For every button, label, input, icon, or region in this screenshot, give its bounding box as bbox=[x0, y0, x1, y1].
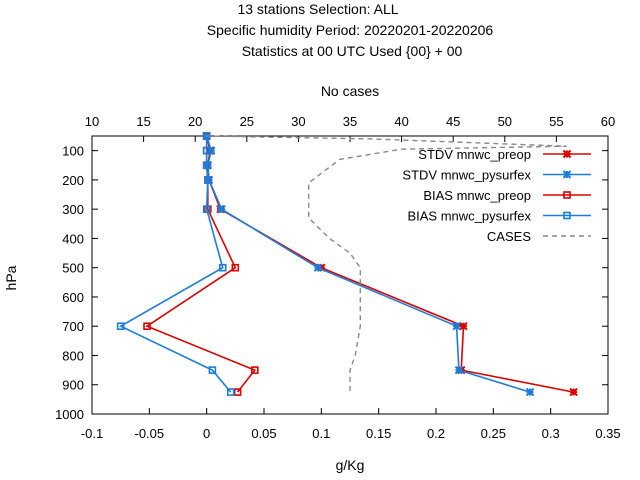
data-point bbox=[204, 176, 212, 184]
data-point bbox=[202, 161, 211, 170]
x-tick-label: 0.15 bbox=[366, 426, 391, 441]
x2-tick-label: 35 bbox=[343, 114, 357, 129]
y-tick-label: 1000 bbox=[55, 407, 84, 422]
legend-marker bbox=[562, 149, 572, 159]
data-point bbox=[143, 322, 151, 331]
y-tick-label: 900 bbox=[62, 378, 84, 393]
x2-tick-label: 50 bbox=[498, 114, 512, 129]
chart-title: 13 stations Selection: ALL Specific humi… bbox=[207, 1, 494, 59]
series-4 bbox=[205, 135, 567, 393]
title-line-2: Specific humidity Period: 20220201-20220… bbox=[207, 22, 494, 38]
x2-tick-label: 45 bbox=[446, 114, 460, 129]
data-point bbox=[233, 388, 242, 396]
x-tick-label: -0.05 bbox=[135, 426, 165, 441]
x-tick-label: 0 bbox=[203, 426, 210, 441]
data-point bbox=[525, 387, 535, 397]
title-line-1: 13 stations Selection: ALL bbox=[237, 1, 398, 17]
x-tick-label: 0.35 bbox=[595, 426, 620, 441]
legend-marker bbox=[562, 170, 572, 179]
legend-marker bbox=[563, 191, 571, 199]
data-point bbox=[217, 204, 226, 214]
x2-tick-label: 40 bbox=[394, 114, 408, 129]
x2-tick-label: 55 bbox=[549, 114, 563, 129]
data-point bbox=[313, 263, 323, 272]
data-point bbox=[231, 263, 240, 272]
legend-marker bbox=[563, 211, 571, 220]
x-tick-label: 0.05 bbox=[251, 426, 276, 441]
y-tick-label: 600 bbox=[62, 290, 84, 305]
y-tick-label: 800 bbox=[62, 348, 84, 363]
series-layer bbox=[116, 131, 578, 397]
data-point bbox=[202, 205, 211, 213]
x2-tick-label: 25 bbox=[240, 114, 254, 129]
x2-tick-label: 20 bbox=[188, 114, 202, 129]
data-point bbox=[208, 366, 217, 374]
y-tick-label: 200 bbox=[62, 173, 84, 188]
y-tick-label: 700 bbox=[62, 319, 84, 334]
y-axis-label: hPa bbox=[3, 265, 19, 290]
data-point bbox=[459, 322, 468, 331]
y-tick-label: 100 bbox=[62, 144, 84, 159]
y-tick-label: 400 bbox=[62, 231, 84, 246]
legend-label: BIAS mnwc_preop bbox=[423, 188, 531, 203]
legend-label: CASES bbox=[487, 229, 531, 244]
data-point bbox=[251, 366, 259, 374]
x2-axis-label: No cases bbox=[321, 83, 379, 99]
x-axis-label: g/Kg bbox=[336, 457, 365, 473]
title-line-3: Statistics at 00 UTC Used {00} + 00 bbox=[242, 43, 463, 59]
data-point bbox=[218, 263, 227, 272]
axis-ticks: -0.1 -0.05 0 0.05 0.1 0.15 0.2 0.25 0.3 0.35 10 15 2… bbox=[55, 114, 621, 441]
x-tick-label: 0.2 bbox=[427, 426, 445, 441]
series-line bbox=[118, 136, 232, 393]
x-tick-label: 0.3 bbox=[542, 426, 560, 441]
legend-label: BIAS mnwc_pysurfex bbox=[407, 209, 531, 224]
data-point bbox=[226, 388, 235, 396]
legend-label: STDV mnwc_pysurfex bbox=[402, 168, 531, 183]
data-point bbox=[116, 322, 125, 331]
series-2 bbox=[143, 132, 259, 396]
series-line bbox=[205, 135, 567, 393]
x2-tick-label: 10 bbox=[85, 114, 99, 129]
x2-tick-label: 60 bbox=[601, 114, 615, 129]
series-3 bbox=[116, 132, 235, 396]
data-point bbox=[452, 322, 461, 331]
y-tick-label: 300 bbox=[62, 202, 84, 217]
data-point bbox=[454, 365, 464, 375]
data-point bbox=[569, 387, 578, 397]
data-point bbox=[202, 146, 211, 155]
x-tick-label: 0.25 bbox=[481, 426, 506, 441]
x2-tick-label: 15 bbox=[136, 114, 150, 129]
x-tick-label: 0.1 bbox=[312, 426, 330, 441]
x2-tick-label: 30 bbox=[291, 114, 305, 129]
legend: STDV mnwc_preop STDV mnwc_pysurfex BIAS mn… bbox=[402, 147, 591, 244]
legend-label: STDV mnwc_preop bbox=[418, 147, 531, 162]
x-tick-label: -0.1 bbox=[81, 426, 103, 441]
y-tick-label: 500 bbox=[62, 261, 84, 276]
